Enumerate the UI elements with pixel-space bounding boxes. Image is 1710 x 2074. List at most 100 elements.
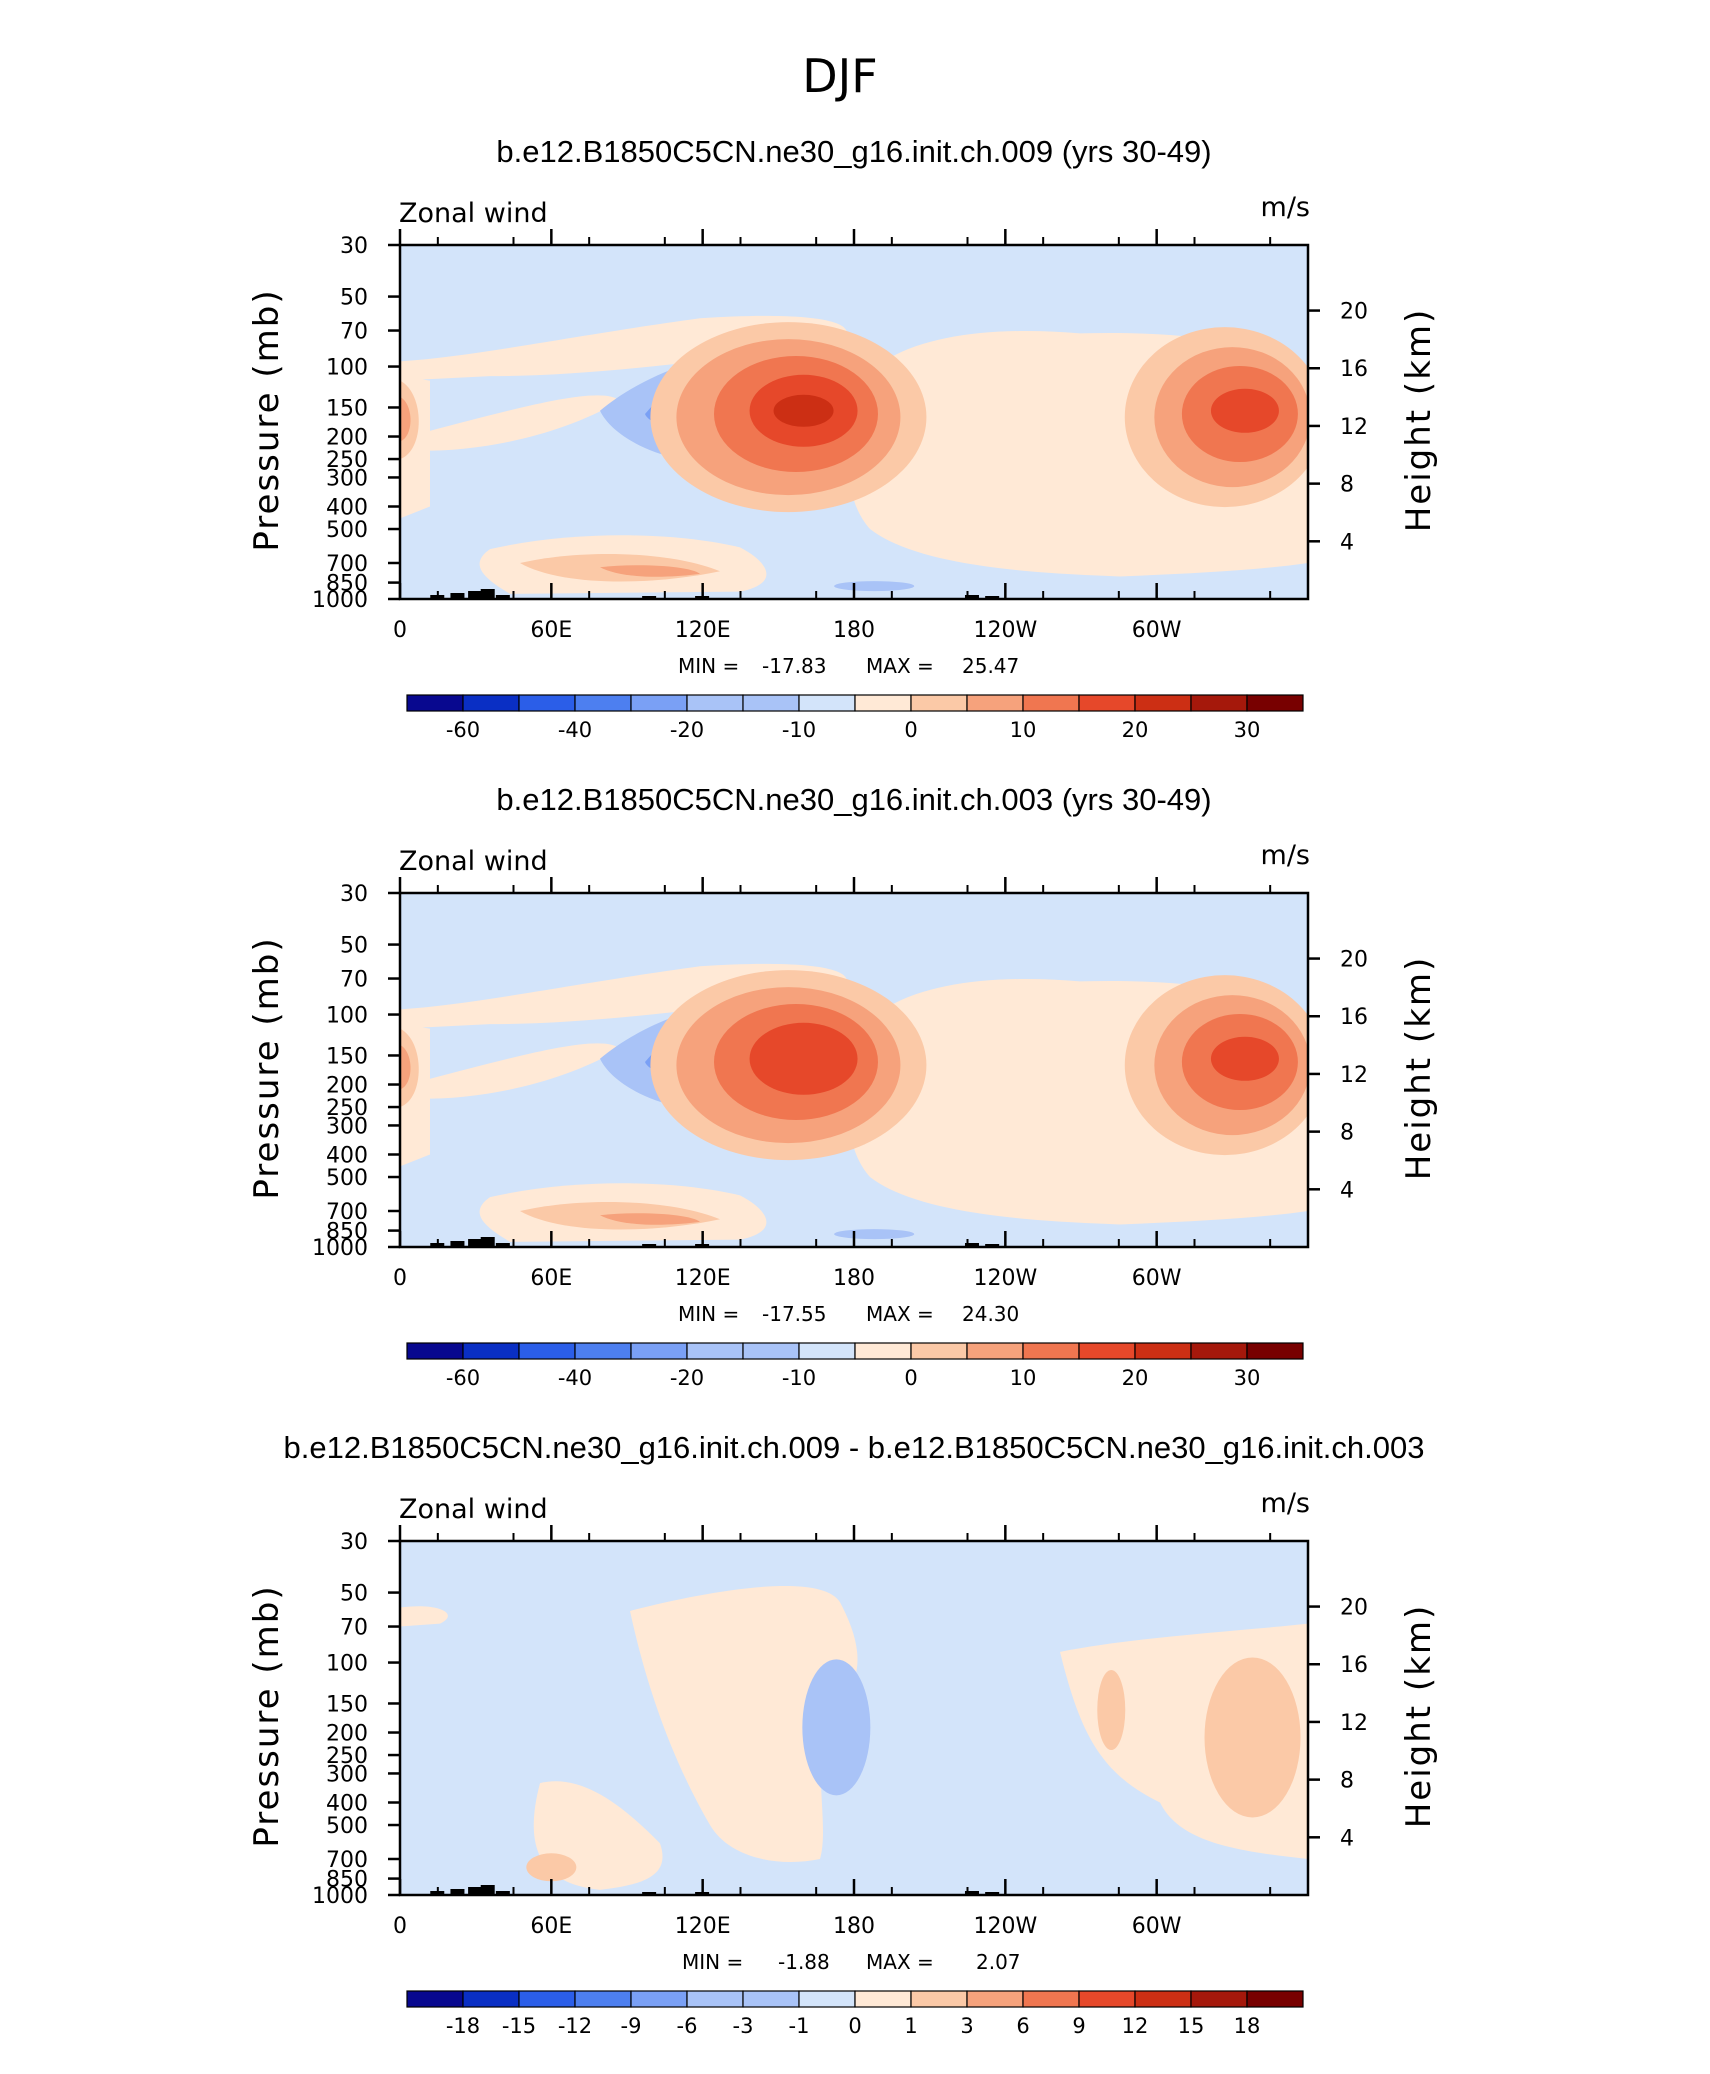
topography-bar: [985, 1244, 1000, 1247]
colorbar-label: -9: [621, 2014, 642, 2038]
colorbar-swatch: [1246, 1342, 1304, 1360]
surface-easterly: [834, 1229, 915, 1240]
warm-band-mid: [428, 395, 620, 451]
contour-fill: [400, 893, 1308, 1247]
pacific-jet-30: [773, 394, 834, 427]
colorbar-label: -18: [446, 2014, 480, 2038]
colorbar-swatch: [1022, 1342, 1080, 1360]
colorbar-swatch: [854, 1990, 912, 2008]
diff-warm-low-core: [526, 1853, 577, 1882]
y-tick-label: 50: [340, 934, 368, 959]
y-tick-label: 850: [326, 1868, 368, 1893]
colorbar-label: 15: [1178, 2014, 1205, 2038]
x-tick-label: 60W: [1132, 618, 1182, 643]
x-tick-label: 180: [833, 1914, 875, 1939]
y-tick-label: 70: [340, 968, 368, 993]
max-value: 25.47: [962, 654, 1019, 678]
y-axis-label: Pressure (mb): [247, 288, 287, 551]
contour-fill: [400, 245, 1308, 599]
y-axis-label: Pressure (mb): [247, 1584, 287, 1847]
y-tick-label: 1000: [312, 588, 368, 613]
panel-case-003: b.e12.B1850C5CN.ne30_g16.init.ch.003 (yr…: [247, 782, 1439, 1390]
max-label: MAX =: [866, 1950, 934, 1974]
y-tick-label: 150: [326, 396, 368, 421]
y-tick-label: 70: [340, 320, 368, 345]
y-tick-label: 100: [326, 1652, 368, 1677]
y-tick-label: 150: [326, 1044, 368, 1069]
panel-title: b.e12.B1850C5CN.ne30_g16.init.ch.009 - b…: [284, 1430, 1425, 1465]
diff-warm-atlantic: [1204, 1657, 1301, 1818]
left-string: Zonal wind: [399, 846, 548, 877]
y2-tick-label: 4: [1340, 1178, 1354, 1203]
panel-case-009: b.e12.B1850C5CN.ne30_g16.init.ch.009 (yr…: [247, 134, 1439, 742]
y-tick-label: 50: [340, 1582, 368, 1607]
y-tick-label: 250: [326, 448, 368, 473]
y2-tick-label: 16: [1340, 1653, 1368, 1678]
y-tick-label: 500: [326, 518, 368, 543]
topography-bar: [642, 1892, 657, 1895]
x-tick-label: 60W: [1132, 1914, 1182, 1939]
colorbar-swatch: [742, 1990, 800, 2008]
colorbar-swatch: [798, 1342, 856, 1360]
topography-bar: [985, 596, 1000, 599]
min-label: MIN =: [682, 1950, 743, 1974]
colorbar-label: 18: [1234, 2014, 1261, 2038]
y-tick-label: 250: [326, 1096, 368, 1121]
colorbar-swatch: [966, 694, 1024, 712]
topography-bar: [468, 1887, 483, 1895]
x-tick-label: 0: [393, 618, 407, 643]
topography-bar: [450, 593, 465, 599]
colorbar-swatch: [406, 694, 464, 712]
colorbar-swatch: [574, 694, 632, 712]
y-tick-label: 700: [326, 552, 368, 577]
y-tick-label: 500: [326, 1166, 368, 1191]
colorbar-label: -10: [782, 718, 816, 742]
y-tick-label: 30: [340, 234, 368, 259]
colorbar-swatch: [1022, 1990, 1080, 2008]
min-value: -17.83: [762, 654, 826, 678]
colorbar-label: 10: [1010, 718, 1037, 742]
colorbar-swatch: [686, 1990, 744, 2008]
colorbar-swatch: [630, 694, 688, 712]
colorbar-label: -60: [446, 1366, 480, 1390]
x-tick-label: 60W: [1132, 1266, 1182, 1291]
max-value: 2.07: [976, 1950, 1021, 1974]
pacific-jet-25: [749, 1022, 858, 1095]
y-tick-label: 850: [326, 572, 368, 597]
y-tick-label: 400: [326, 495, 368, 520]
colorbar-swatch: [1190, 1990, 1248, 2008]
y2-tick-label: 12: [1340, 1711, 1368, 1736]
colorbar-label: 9: [1072, 2014, 1085, 2038]
colorbar-swatch: [798, 694, 856, 712]
surface-easterly: [834, 581, 915, 592]
y2-tick-label: 12: [1340, 415, 1368, 440]
x-tick-label: 0: [393, 1266, 407, 1291]
y-tick-label: 30: [340, 882, 368, 907]
max-label: MAX =: [866, 654, 934, 678]
colorbar-swatch: [518, 1990, 576, 2008]
atlantic-jet-25: [1210, 1036, 1279, 1081]
colorbar-label: 20: [1122, 718, 1149, 742]
y-tick-label: 70: [340, 1616, 368, 1641]
panel-difference: b.e12.B1850C5CN.ne30_g16.init.ch.009 - b…: [247, 1430, 1439, 2038]
x-tick-label: 120E: [675, 618, 731, 643]
y2-tick-label: 8: [1340, 1769, 1354, 1794]
diff-warm-1: [400, 1606, 448, 1627]
right-string: m/s: [1261, 192, 1310, 223]
colorbar-label: -20: [670, 1366, 704, 1390]
min-value: -17.55: [762, 1302, 826, 1326]
y-tick-label: 400: [326, 1791, 368, 1816]
colorbar-swatch: [462, 694, 520, 712]
y2-tick-label: 8: [1340, 1121, 1354, 1146]
colorbar-swatch: [686, 694, 744, 712]
colorbar-swatch: [630, 1342, 688, 1360]
colorbar-swatch: [462, 1342, 520, 1360]
max-value: 24.30: [962, 1302, 1019, 1326]
colorbar-label: -40: [558, 718, 592, 742]
colorbar-swatch: [854, 694, 912, 712]
topography-bar: [964, 1891, 979, 1895]
y-tick-label: 200: [326, 1722, 368, 1747]
colorbar-swatch: [1078, 694, 1136, 712]
colorbar-label: 0: [904, 1366, 917, 1390]
